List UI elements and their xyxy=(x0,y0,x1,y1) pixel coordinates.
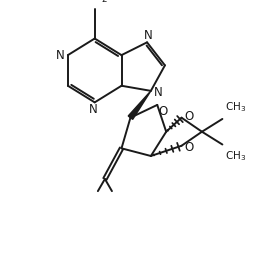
Text: N: N xyxy=(144,29,153,42)
Text: CH$_3$: CH$_3$ xyxy=(226,149,247,163)
Text: O: O xyxy=(184,140,193,153)
Text: NH$_2$: NH$_2$ xyxy=(84,0,109,5)
Text: O: O xyxy=(158,105,168,118)
Polygon shape xyxy=(128,91,151,119)
Text: N: N xyxy=(56,49,65,62)
Text: N: N xyxy=(89,103,98,116)
Text: N: N xyxy=(154,86,163,99)
Text: CH$_3$: CH$_3$ xyxy=(226,101,247,114)
Text: O: O xyxy=(184,110,193,123)
